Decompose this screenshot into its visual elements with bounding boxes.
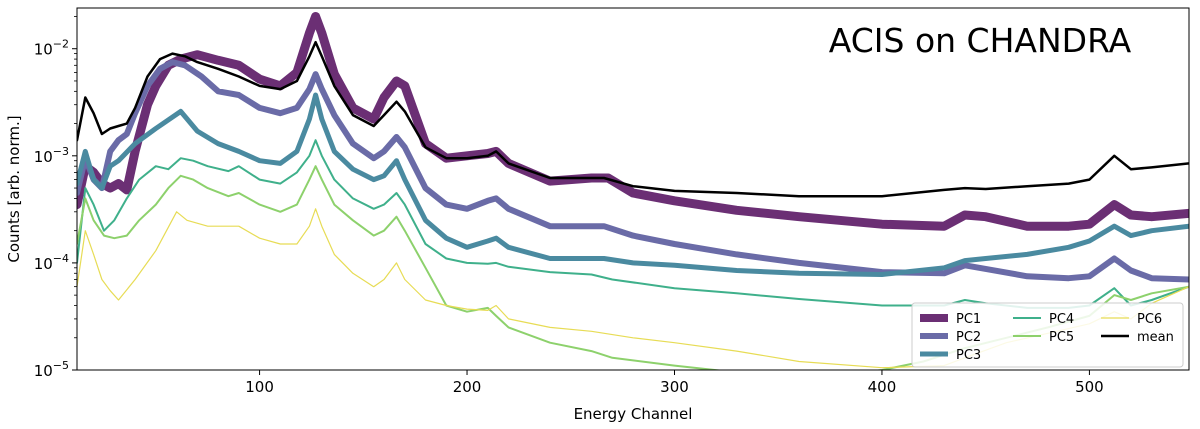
y-tick-label: 10−5 (34, 359, 69, 380)
x-tick-label: 300 (660, 378, 689, 396)
legend-label-pc3: PC3 (956, 348, 981, 363)
y-axis: 10−2 10−3 10−4 10−5 (34, 16, 77, 380)
y-tick-label: 10−3 (34, 145, 69, 166)
y-axis-label: Counts [arb. norm.] (5, 115, 23, 262)
x-tick-label: 200 (453, 378, 482, 396)
series-line-pc2 (77, 59, 1189, 283)
y-tick-label: 10−2 (34, 38, 69, 59)
series-line-pc4 (77, 139, 1189, 309)
x-tick-label: 100 (245, 378, 274, 396)
plot-frame (76, 7, 1190, 371)
legend-label-pc1: PC1 (956, 312, 981, 327)
y-tick-label: 10−4 (34, 252, 69, 273)
x-axis-label: Energy Channel (574, 405, 693, 423)
legend-label-pc2: PC2 (956, 330, 981, 345)
x-axis: 100 200 300 400 500 (245, 370, 1104, 396)
x-tick-label: 500 (1075, 378, 1104, 396)
legend-label-pc4: PC4 (1049, 312, 1074, 327)
legend-label-mean: mean (1137, 330, 1174, 345)
legend-label-pc5: PC5 (1049, 330, 1074, 345)
chart-title: ACIS on CHANDRA (829, 21, 1132, 60)
legend-frame (911, 302, 1184, 368)
series-line-pc3 (77, 92, 1189, 277)
series-line-mean (77, 40, 1189, 198)
legend: PC1 PC2 PC3 PC4 PC5 PC6 mean (911, 302, 1184, 368)
series-line-pc1 (77, 12, 1189, 231)
x-tick-label: 400 (868, 378, 897, 396)
legend-label-pc6: PC6 (1137, 312, 1162, 327)
series-layer (77, 12, 1189, 370)
